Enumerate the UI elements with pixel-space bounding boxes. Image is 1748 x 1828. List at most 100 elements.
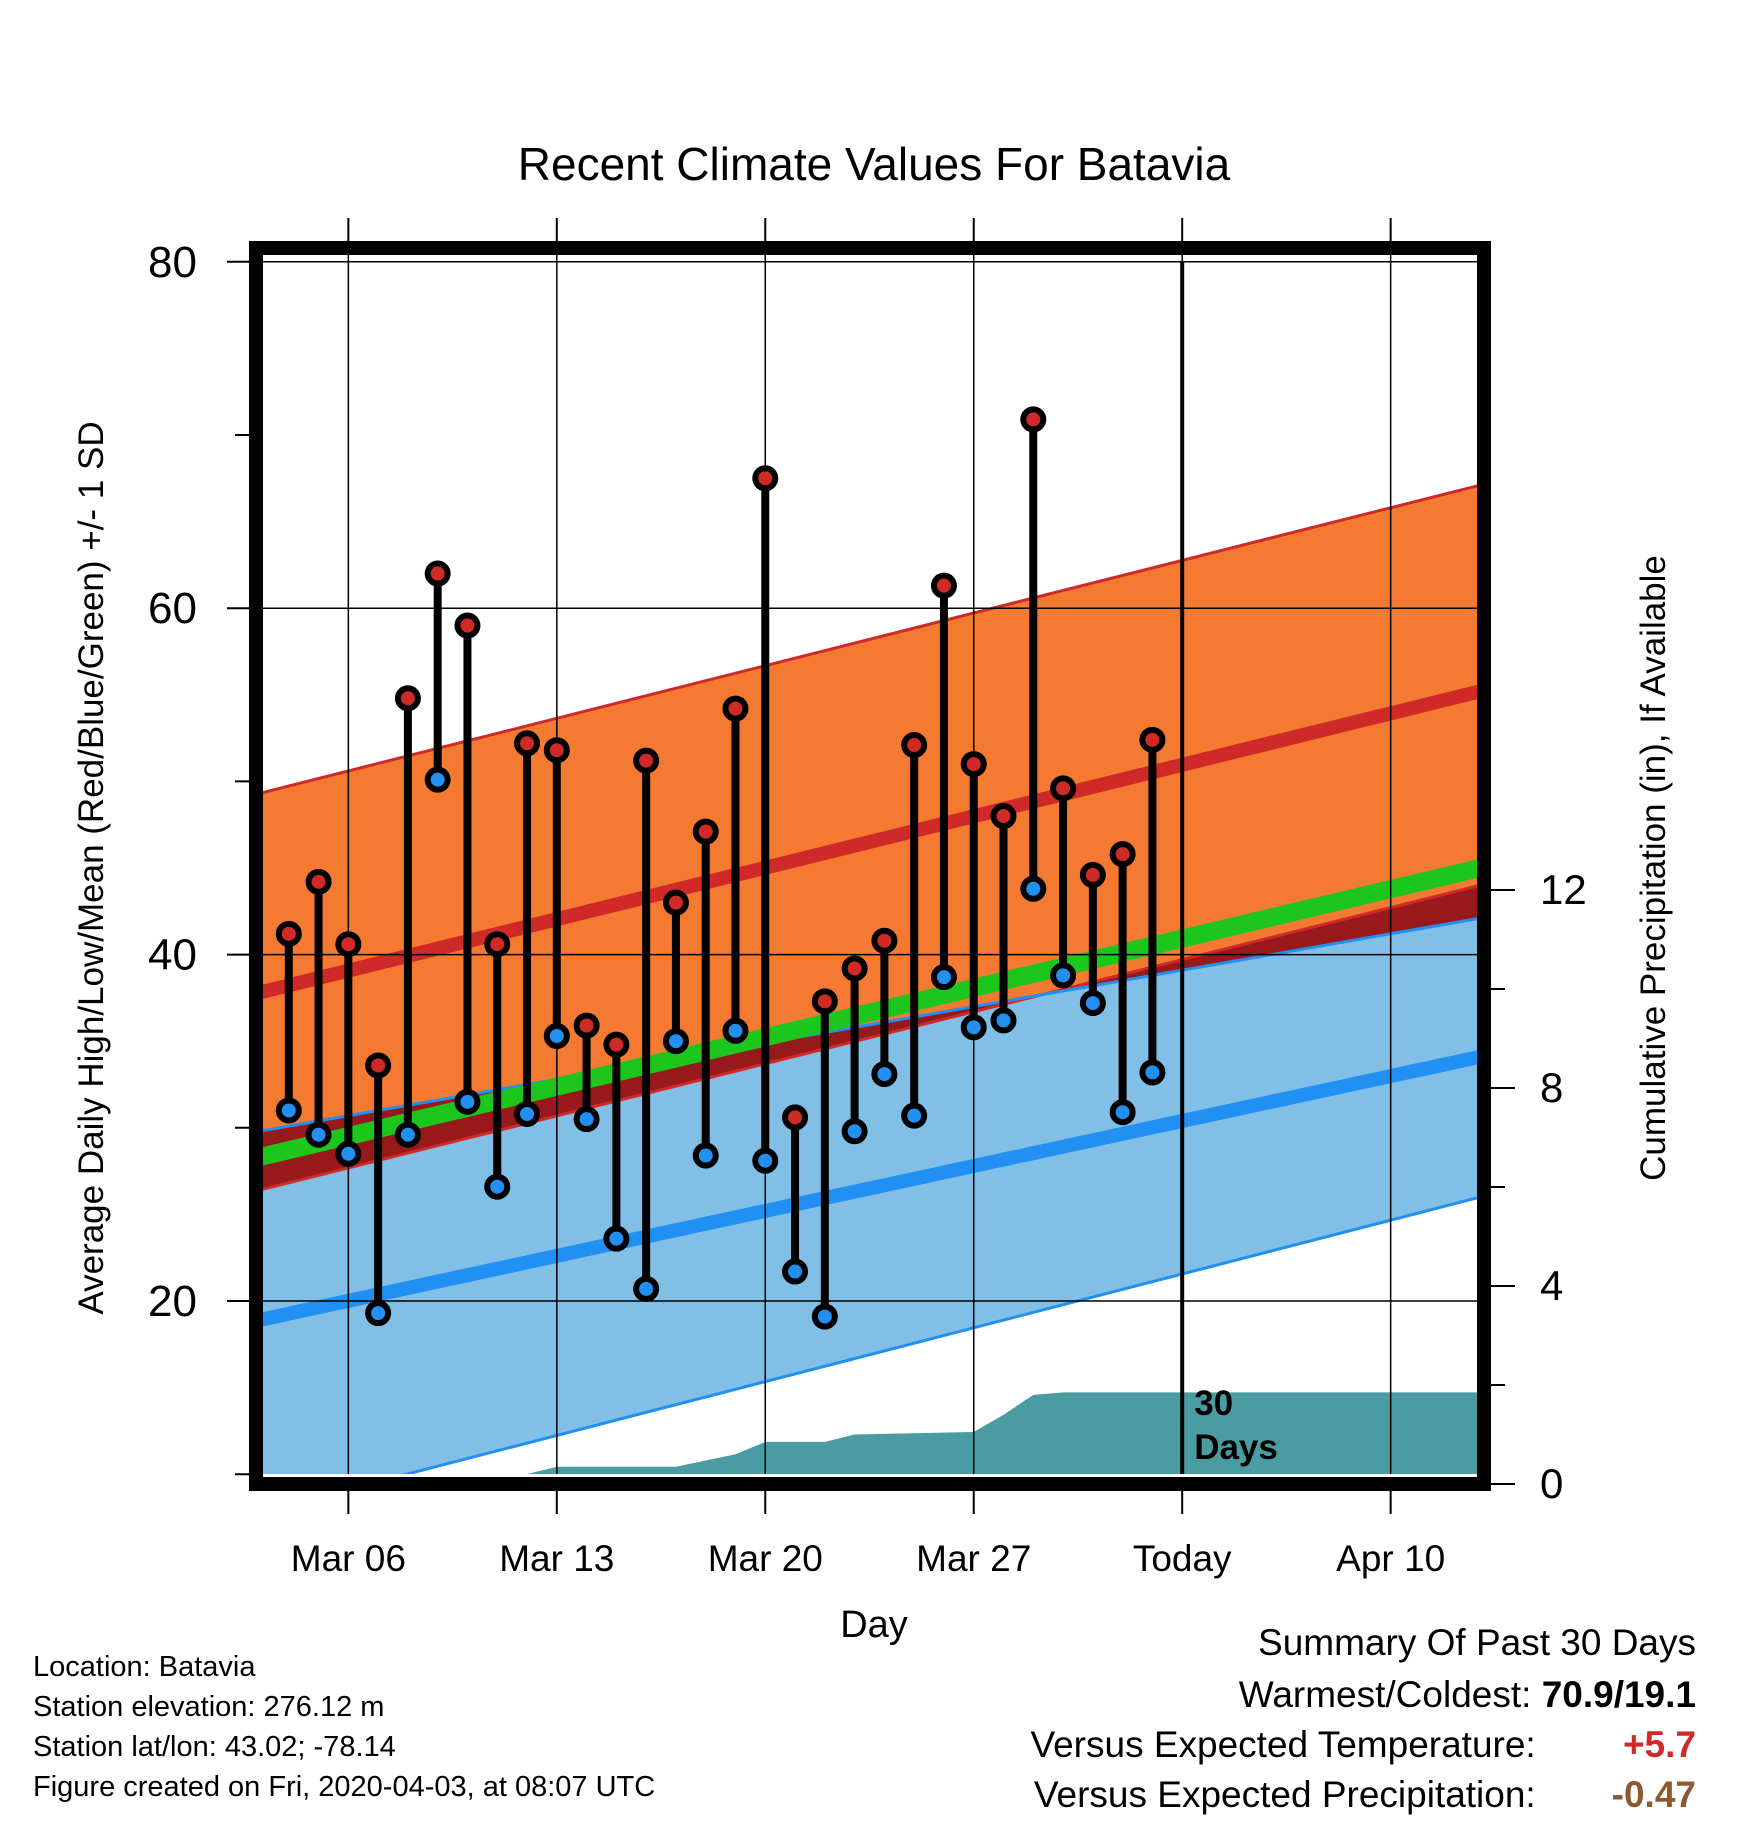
daily-high-marker <box>960 751 987 778</box>
daily-high-marker <box>365 1052 392 1079</box>
daily-high-marker <box>782 1104 809 1131</box>
daily-low-marker <box>275 1097 302 1124</box>
cumulative-precip-area <box>259 1392 1480 1474</box>
axes: 20 40 60 80 0 4 8 12 Mar 06 Mar 13 Mar 20 Mar 27 Tod… <box>148 218 1587 1579</box>
today-days-label: Days <box>1194 1428 1278 1467</box>
summary-temp-value: +5.7 <box>1622 1724 1696 1765</box>
high-sd-lower-line <box>259 883 1480 1192</box>
today-marker: 30 Days <box>1180 262 1278 1474</box>
daily-low-marker <box>305 1121 332 1148</box>
daily-high-marker <box>662 889 689 916</box>
daily-low-marker <box>573 1106 600 1133</box>
daily-low-marker <box>662 1028 689 1055</box>
daily-high-marker <box>1139 726 1166 753</box>
daily-high-marker <box>811 988 838 1015</box>
daily-low-marker <box>335 1140 362 1167</box>
daily-low-marker <box>514 1100 541 1127</box>
daily-low-marker <box>692 1142 719 1169</box>
summary-warmest-value: 70.9/19.1 <box>1541 1674 1696 1715</box>
y-tick-label: 80 <box>148 238 197 287</box>
summary-temp-label: Versus Expected Temperature: <box>1030 1724 1536 1765</box>
daily-low-marker <box>484 1173 511 1200</box>
x-tick-label: Mar 13 <box>499 1538 614 1579</box>
daily-low-marker <box>1020 875 1047 902</box>
summary-warmest-row: Warmest/Coldest: 70.9/19.1 <box>1239 1674 1696 1716</box>
plot-frame-rect <box>249 241 1491 1491</box>
daily-high-marker <box>930 572 957 599</box>
daily-high-marker <box>514 730 541 757</box>
daily-high-marker <box>871 927 898 954</box>
daily-high-marker <box>394 685 421 712</box>
location-text: Location: Batavia <box>33 1651 256 1683</box>
x-tick-label: Mar 27 <box>916 1538 1031 1579</box>
y-axis-right-label: Cumulative Precipitation (in), If Availa… <box>1634 555 1673 1181</box>
daily-high-marker <box>752 465 779 492</box>
created-text: Figure created on Fri, 2020-04-03, at 08… <box>33 1771 656 1803</box>
daily-high-marker <box>722 695 749 722</box>
daily-high-marker <box>841 955 868 982</box>
daily-high-marker <box>305 868 332 895</box>
daily-low-marker <box>365 1300 392 1327</box>
daily-high-marker <box>633 747 660 774</box>
daily-low-marker <box>901 1102 928 1129</box>
low-sd-lower-line <box>401 1195 1480 1474</box>
daily-markers <box>275 406 1166 1330</box>
daily-low-marker <box>782 1258 809 1285</box>
daily-low-marker <box>811 1303 838 1330</box>
daily-low-marker <box>603 1225 630 1252</box>
summary-title: Summary Of Past 30 Days <box>1258 1622 1696 1663</box>
summary-temp-row: Versus Expected Temperature: +5.7 <box>1030 1724 1696 1766</box>
daily-low-marker <box>633 1275 660 1302</box>
daily-high-marker <box>543 737 570 764</box>
summary-precip-value: -0.47 <box>1611 1774 1696 1815</box>
daily-low-marker <box>1109 1099 1136 1126</box>
daily-low-marker <box>990 1007 1017 1034</box>
daily-low-marker <box>930 964 957 991</box>
daily-range-stems <box>284 419 1157 1317</box>
daily-low-marker <box>841 1118 868 1145</box>
summary-precip-row: Versus Expected Precipitation: -0.47 <box>1034 1774 1696 1816</box>
daily-high-marker <box>990 803 1017 830</box>
x-axis-label: Day <box>840 1604 908 1646</box>
daily-low-marker <box>394 1121 421 1148</box>
daily-low-marker <box>543 1023 570 1050</box>
today-days-label: 30 <box>1194 1384 1233 1423</box>
normal-high-line <box>259 684 1480 1000</box>
daily-low-marker <box>752 1147 779 1174</box>
daily-high-marker <box>424 560 451 587</box>
daily-high-marker <box>1109 841 1136 868</box>
daily-high-marker <box>573 1012 600 1039</box>
daily-high-marker <box>335 931 362 958</box>
daily-high-marker <box>1050 775 1077 802</box>
y-right-tick-label: 8 <box>1540 1064 1563 1111</box>
x-tick-label: Apr 10 <box>1336 1538 1445 1579</box>
daily-high-marker <box>275 920 302 947</box>
normal-low-line <box>259 1049 1480 1327</box>
y-axis-label: Average Daily High/Low/Mean (Red/Blue/Gr… <box>72 421 111 1314</box>
plot-frame <box>249 241 1491 1491</box>
summary-warmest-label: Warmest/Coldest: <box>1238 1674 1532 1715</box>
daily-high-marker <box>692 818 719 845</box>
high-sd-upper-line <box>259 483 1480 795</box>
daily-high-marker <box>1079 861 1106 888</box>
y-tick-label: 60 <box>148 584 197 633</box>
daily-low-marker <box>454 1088 481 1115</box>
y-tick-label: 20 <box>148 1277 197 1326</box>
chart-title: Recent Climate Values For Batavia <box>518 138 1231 190</box>
elevation-text: Station elevation: 276.12 m <box>33 1691 385 1723</box>
x-tick-label: Mar 06 <box>291 1538 406 1579</box>
daily-high-marker <box>901 732 928 759</box>
daily-high-marker <box>454 612 481 639</box>
y-tick-label: 40 <box>148 931 197 980</box>
y-right-tick-label: 0 <box>1540 1460 1563 1507</box>
daily-low-marker <box>1050 962 1077 989</box>
daily-high-marker <box>1020 406 1047 433</box>
daily-high-marker <box>484 931 511 958</box>
climate-bands <box>259 483 1480 1474</box>
low-sd-band <box>259 918 1480 1474</box>
y-right-tick-label: 12 <box>1540 866 1587 913</box>
latlon-text: Station lat/lon: 43.02; -78.14 <box>33 1731 396 1763</box>
x-tick-label: Mar 20 <box>708 1538 823 1579</box>
daily-low-marker <box>424 766 451 793</box>
